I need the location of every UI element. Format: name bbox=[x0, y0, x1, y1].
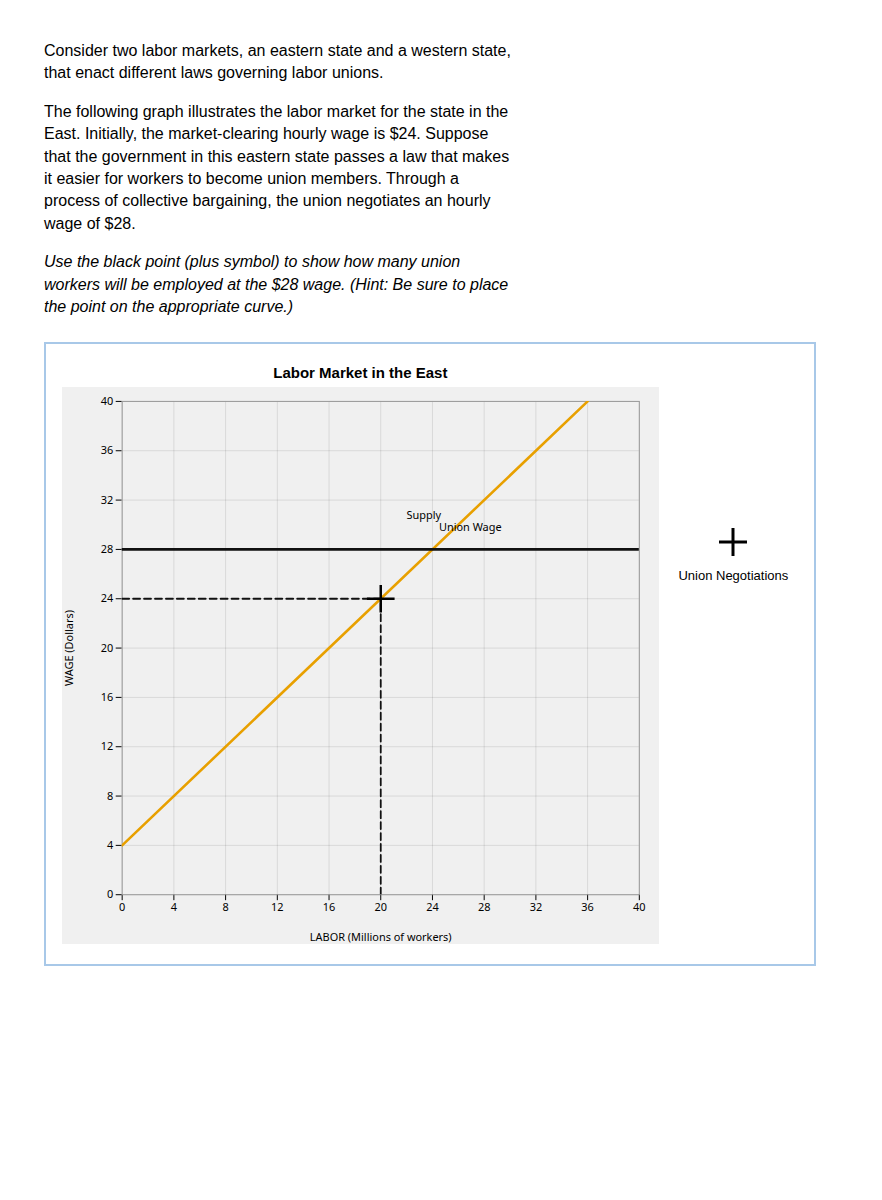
svg-text:0: 0 bbox=[119, 900, 125, 915]
svg-text:Supply: Supply bbox=[407, 507, 442, 522]
svg-text:Union Wage: Union Wage bbox=[439, 519, 502, 534]
svg-text:24: 24 bbox=[426, 900, 439, 915]
html-text:Use the black point (plus symb: Use the black point (plus symbol) to sho… bbox=[44, 253, 509, 315]
html-text:Consider two labor markets, an: Consider two labor markets, an eastern s… bbox=[44, 42, 511, 82]
svg-text:16: 16 bbox=[101, 689, 114, 704]
svg-text:0: 0 bbox=[107, 887, 113, 902]
html-text:Labor Market in the East: Labor Market in the East bbox=[273, 364, 448, 382]
svg-text:4: 4 bbox=[107, 837, 114, 852]
svg-text:36: 36 bbox=[101, 443, 114, 458]
svg-text:28: 28 bbox=[101, 541, 114, 556]
svg-text:32: 32 bbox=[530, 900, 543, 915]
svg-text:WAGE (Dollars): WAGE (Dollars) bbox=[62, 610, 76, 686]
html-text:Union Negotiations: Union Negotiations bbox=[678, 568, 789, 584]
svg-text:32: 32 bbox=[101, 492, 114, 507]
svg-text:20: 20 bbox=[374, 900, 386, 915]
svg-text:20: 20 bbox=[101, 640, 114, 655]
svg-text:8: 8 bbox=[107, 788, 113, 803]
svg-text:LABOR (Millions of workers): LABOR (Millions of workers) bbox=[310, 930, 452, 944]
svg-text:40: 40 bbox=[633, 900, 646, 915]
svg-text:16: 16 bbox=[323, 900, 336, 915]
html-text:The following graph illustrate: The following graph illustrates the labo… bbox=[44, 102, 510, 232]
svg-text:12: 12 bbox=[271, 900, 283, 915]
svg-text:28: 28 bbox=[478, 900, 490, 915]
svg-text:24: 24 bbox=[101, 591, 114, 606]
svg-text:12: 12 bbox=[101, 739, 114, 754]
svg-text:8: 8 bbox=[222, 900, 228, 915]
svg-text:36: 36 bbox=[581, 900, 594, 915]
svg-text:4: 4 bbox=[171, 900, 178, 915]
svg-text:40: 40 bbox=[101, 393, 114, 408]
